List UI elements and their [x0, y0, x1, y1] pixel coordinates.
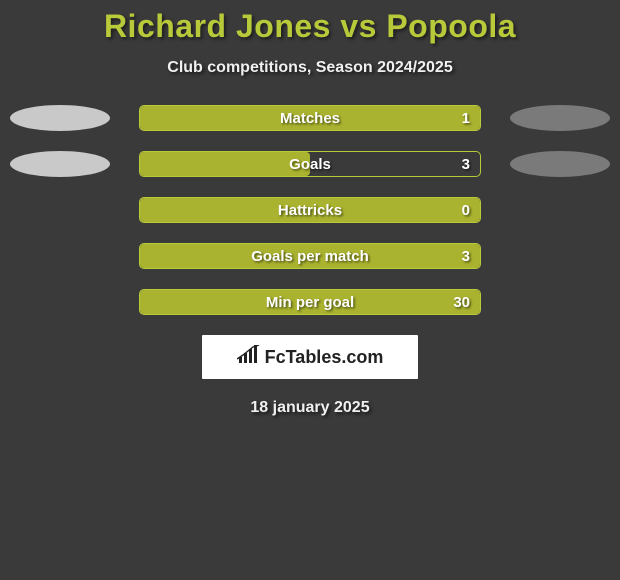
stat-value: 0 [462, 198, 470, 223]
brand-box: FcTables.com [202, 335, 418, 379]
brand-icon [237, 345, 261, 370]
stat-bar: Goals per match3 [139, 243, 481, 269]
brand-inner: FcTables.com [237, 345, 384, 370]
right-ellipse [510, 105, 610, 131]
stat-bar: Min per goal30 [139, 289, 481, 315]
stat-bar: Hattricks0 [139, 197, 481, 223]
stat-row: Goals per match3 [0, 243, 620, 269]
stat-row: Matches1 [0, 105, 620, 131]
stat-value: 30 [453, 290, 470, 315]
subtitle: Club competitions, Season 2024/2025 [0, 59, 620, 77]
title: Richard Jones vs Popoola [0, 8, 620, 45]
stat-value: 3 [462, 152, 470, 177]
stat-value: 1 [462, 106, 470, 131]
stat-label: Goals per match [140, 244, 480, 269]
stat-label: Hattricks [140, 198, 480, 223]
stat-bar: Matches1 [139, 105, 481, 131]
stat-row: Min per goal30 [0, 289, 620, 315]
left-ellipse [10, 105, 110, 131]
stat-rows: Matches1Goals3Hattricks0Goals per match3… [0, 105, 620, 315]
stat-label: Matches [140, 106, 480, 131]
stat-bar: Goals3 [139, 151, 481, 177]
stat-label: Min per goal [140, 290, 480, 315]
brand-text: FcTables.com [265, 347, 384, 368]
infographic-container: Richard Jones vs Popoola Club competitio… [0, 0, 620, 417]
stat-label: Goals [140, 152, 480, 177]
date: 18 january 2025 [0, 399, 620, 417]
stat-value: 3 [462, 244, 470, 269]
stat-row: Hattricks0 [0, 197, 620, 223]
right-ellipse [510, 151, 610, 177]
stat-row: Goals3 [0, 151, 620, 177]
left-ellipse [10, 151, 110, 177]
